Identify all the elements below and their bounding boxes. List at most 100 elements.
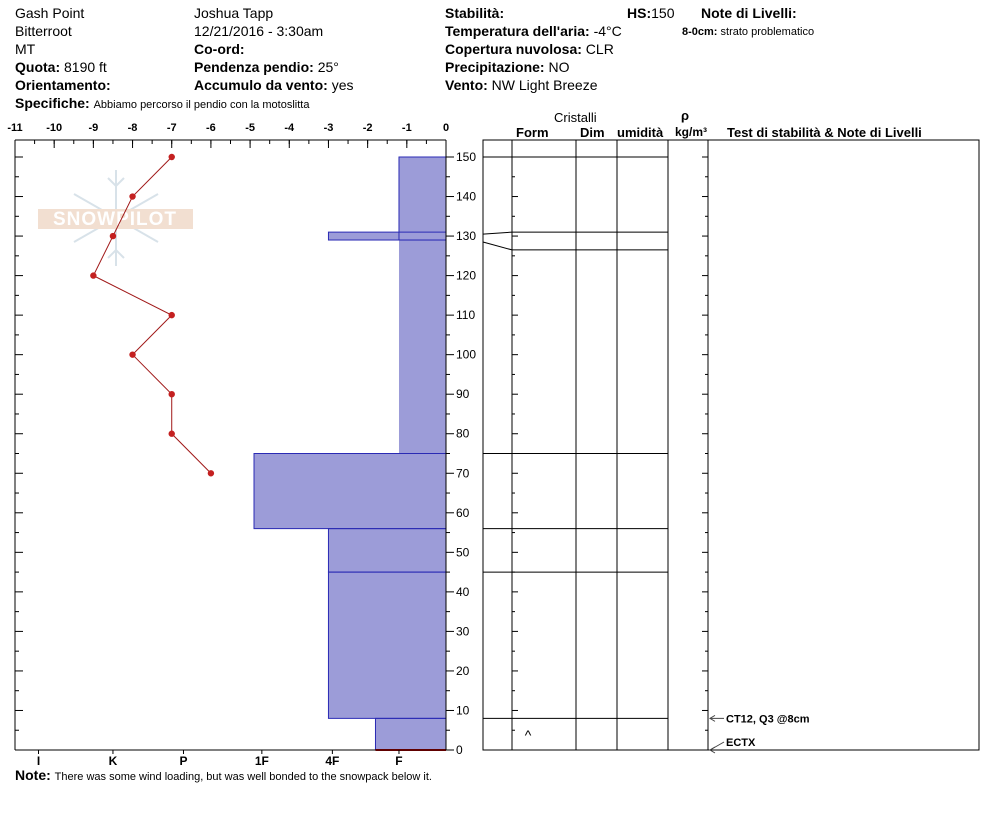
specifics-value: Abbiamo percorso il pendio con la motosl…: [93, 99, 310, 111]
hs-label: HS:: [627, 5, 652, 21]
size-header: Dim: [580, 125, 605, 140]
crystal-symbol: ^: [525, 727, 532, 743]
sky-value: CLR: [585, 41, 614, 57]
wind-label: Vento:: [445, 77, 488, 93]
temp-tick-label: 0: [443, 122, 449, 134]
temperature-point: [168, 391, 175, 398]
layer-connector: [482, 241, 513, 251]
datetime: 12/21/2016 - 3:30am: [194, 23, 324, 39]
height-tick-label: 110: [456, 308, 475, 322]
temperature-point: [129, 351, 136, 358]
footer-note: Note: There was some wind loading, but w…: [15, 767, 432, 785]
height-tick-label: 130: [456, 229, 476, 243]
hardness-label: F: [395, 754, 402, 768]
wind-value: NW Light Breeze: [491, 77, 598, 93]
height-tick-label: 90: [456, 387, 470, 401]
wind-loading-value: yes: [331, 77, 354, 93]
temp-tick-label: -7: [167, 122, 177, 134]
observer: Joshua Tapp: [194, 5, 274, 21]
crystals-header: Cristalli: [554, 110, 597, 125]
tests-header: Test di stabilità & Note di Livelli: [727, 125, 922, 140]
temp-tick-label: -10: [46, 122, 62, 134]
height-tick-label: 20: [456, 664, 470, 678]
stability-label: Stabilità:: [445, 5, 505, 21]
air-temp: Temperatura dell'aria: -4°C: [445, 23, 622, 39]
stability-test-label: ECTX: [726, 737, 756, 749]
precip: Precipitazione: NO: [445, 59, 569, 75]
height-tick-label: 70: [456, 466, 470, 480]
stability-test-label: CT12, Q3 @8cm: [726, 713, 810, 725]
location: Gash Point: [15, 5, 85, 21]
temperature-point: [168, 430, 175, 437]
hardness-fill: [328, 232, 446, 241]
layer-note-text: strato problematico: [720, 26, 815, 38]
hardness-label: I: [37, 754, 40, 768]
height-tick-label: 140: [456, 190, 476, 204]
precip-value: NO: [548, 59, 570, 75]
height-tick-label: 50: [456, 545, 470, 559]
layer-notes-label: Note di Livelli:: [701, 5, 797, 21]
wind-loading: Accumulo da vento: yes: [194, 77, 353, 93]
temperature-point: [129, 193, 136, 200]
height-tick-label: 80: [456, 427, 470, 441]
layer-note: 8-0cm: strato problematico: [682, 24, 814, 40]
layer-connector: [482, 231, 513, 235]
temperature-point: [90, 272, 97, 279]
air-temp-label: Temperatura dell'aria:: [445, 23, 590, 39]
elevation-value: 8190 ft: [64, 59, 107, 75]
height-tick-label: 0: [456, 743, 463, 757]
hs-value: 150: [651, 5, 675, 21]
profile-table-frame: [482, 139, 980, 751]
height-tick-label: 30: [456, 624, 470, 638]
moisture-header: umidità: [617, 125, 664, 140]
aspect: Orientamento:: [15, 77, 111, 93]
slope: Pendenza pendio: 25°: [194, 59, 339, 75]
note-label: Note:: [15, 767, 51, 783]
hardness-fill: [328, 528, 446, 719]
temperature-point: [168, 311, 175, 319]
elevation: Quota: 8190 ft: [15, 59, 107, 75]
temperature-point: [168, 153, 175, 161]
wind: Vento: NW Light Breeze: [445, 77, 598, 93]
specifics: Specifiche: Abbiamo percorso il pendio c…: [15, 95, 309, 113]
slope-value: 25°: [317, 59, 339, 75]
temp-tick-label: -9: [88, 122, 98, 134]
temp-tick-label: -5: [245, 122, 255, 134]
elevation-label: Quota:: [15, 59, 61, 75]
height-tick-label: 60: [456, 506, 470, 520]
height-tick-label: 150: [456, 150, 476, 164]
watermark-text: SNOWPILOT: [53, 209, 177, 230]
layer-note-range: 8-0cm:: [682, 26, 718, 38]
temperature-point: [109, 232, 117, 240]
range: Bitterroot: [15, 23, 72, 39]
specifics-label: Specifiche:: [15, 95, 90, 111]
hardness-fill: [375, 718, 446, 750]
coord-label: Co-ord:: [194, 41, 245, 57]
temp-tick-label: -11: [7, 122, 22, 134]
temp-tick-label: -4: [284, 122, 295, 134]
note-text: There was some wind loading, but was wel…: [54, 771, 432, 783]
hardness-label: P: [179, 754, 187, 768]
state: MT: [15, 41, 36, 57]
wind-loading-label: Accumulo da vento:: [194, 77, 328, 93]
slope-label: Pendenza pendio:: [194, 59, 314, 75]
temp-tick-label: -1: [402, 122, 412, 134]
precip-label: Precipitazione:: [445, 59, 545, 75]
height-tick-label: 10: [456, 703, 470, 717]
temp-tick-label: -8: [128, 122, 138, 134]
temperature-point: [207, 470, 215, 477]
hardness-fill: [254, 453, 446, 529]
hardness-label: 1F: [255, 754, 269, 768]
temp-tick-label: -6: [206, 122, 216, 134]
temperature-line: [92, 156, 212, 474]
height-tick-label: 40: [456, 585, 470, 599]
temp-tick-label: -2: [363, 122, 373, 134]
aspect-label: Orientamento:: [15, 77, 111, 93]
form-header: Form: [516, 125, 549, 140]
sky: Copertura nuvolosa: CLR: [445, 41, 614, 57]
snow-profile-chart: SNOWPILOT -11 -10 -9 -8 -7 -6 -5 -4 -3 -2 -1 001020…: [7, 122, 980, 768]
height-tick-label: 100: [456, 348, 476, 362]
sky-label: Copertura nuvolosa:: [445, 41, 582, 57]
temp-tick-label: -3: [324, 122, 334, 134]
hs: HS:150: [627, 5, 674, 21]
